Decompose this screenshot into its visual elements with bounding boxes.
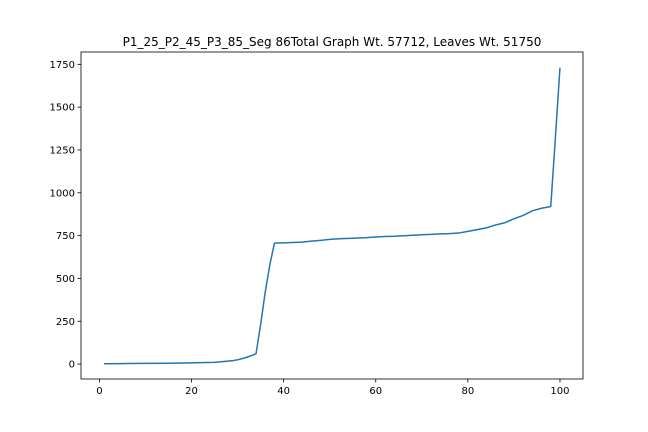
x-tick-label-3: 60 — [369, 386, 382, 397]
y-tick-label-6: 1500 — [50, 103, 75, 114]
y-tick-label-4: 1000 — [50, 188, 75, 199]
y-tick-label-5: 1250 — [50, 145, 75, 156]
y-tick-label-0: 0 — [69, 360, 75, 371]
y-tick-label-7: 1750 — [50, 60, 75, 71]
x-axis: 0 20 40 60 80 100 — [96, 379, 570, 397]
chart-title: P1_25_P2_45_P3_85_Seg 86Total Graph Wt. … — [123, 35, 542, 49]
y-axis: 0 250 500 750 1000 1250 1500 1750 — [50, 60, 81, 371]
x-tick-label-2: 40 — [277, 386, 290, 397]
y-tick-label-3: 750 — [56, 231, 75, 242]
x-tick-label-1: 20 — [185, 386, 198, 397]
series-line-0 — [104, 67, 561, 365]
x-tick-label-4: 80 — [461, 386, 474, 397]
x-tick-label-0: 0 — [96, 386, 102, 397]
series-layer — [104, 67, 561, 365]
y-tick-label-1: 250 — [56, 317, 75, 328]
x-tick-label-5: 100 — [550, 386, 569, 397]
y-tick-label-2: 500 — [56, 274, 75, 285]
plot-frame — [80, 51, 584, 380]
